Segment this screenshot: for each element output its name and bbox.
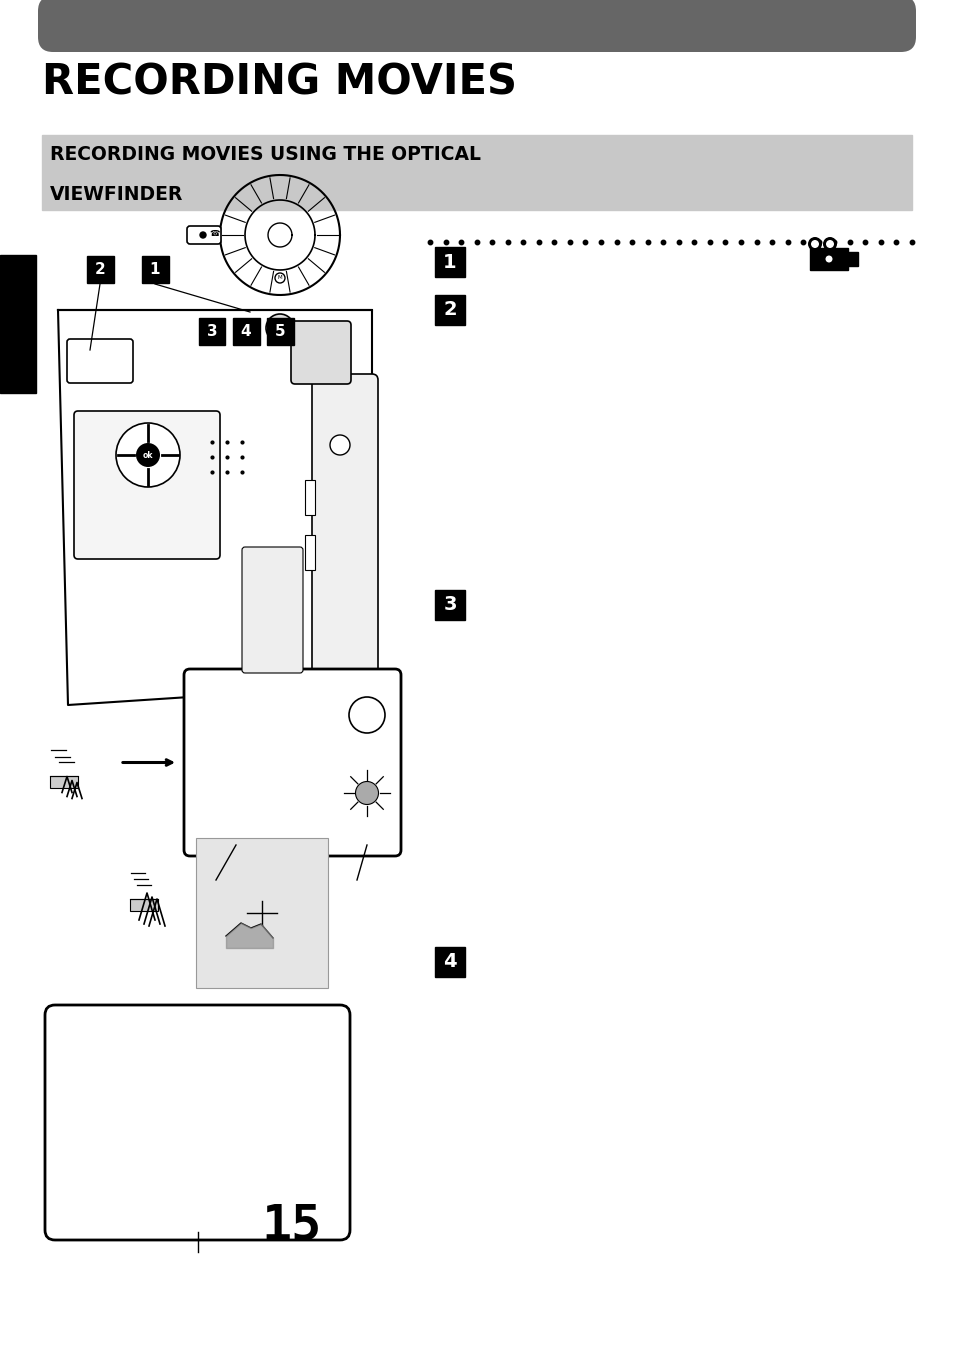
- FancyBboxPatch shape: [242, 546, 303, 673]
- Bar: [305, 481, 314, 516]
- Circle shape: [266, 314, 294, 342]
- Bar: [809, 248, 847, 271]
- Text: M: M: [277, 276, 282, 280]
- FancyBboxPatch shape: [184, 669, 400, 856]
- Circle shape: [330, 435, 350, 455]
- FancyBboxPatch shape: [74, 411, 220, 559]
- Text: 2: 2: [443, 300, 456, 319]
- Text: RECORDING MOVIES: RECORDING MOVIES: [42, 62, 517, 104]
- Circle shape: [355, 782, 378, 805]
- FancyBboxPatch shape: [45, 1005, 350, 1240]
- Text: 1: 1: [150, 262, 160, 277]
- Text: 3: 3: [443, 595, 456, 615]
- FancyBboxPatch shape: [291, 320, 351, 384]
- Circle shape: [821, 252, 835, 267]
- Bar: [435, 248, 464, 277]
- Bar: [42, 135, 911, 210]
- Circle shape: [822, 237, 836, 250]
- Circle shape: [824, 256, 832, 262]
- Circle shape: [807, 237, 821, 250]
- Bar: [130, 899, 158, 911]
- Text: 2: 2: [94, 262, 105, 277]
- Text: ok: ok: [143, 451, 153, 459]
- Bar: [87, 257, 113, 284]
- Text: 15: 15: [261, 1202, 322, 1250]
- Circle shape: [810, 240, 818, 248]
- Bar: [141, 257, 169, 284]
- Text: 5: 5: [274, 324, 285, 339]
- Text: VIEWFINDER: VIEWFINDER: [50, 184, 183, 205]
- Bar: [266, 319, 294, 346]
- Circle shape: [136, 443, 160, 467]
- Text: ☎: ☎: [210, 230, 220, 238]
- Circle shape: [274, 273, 285, 283]
- FancyBboxPatch shape: [312, 374, 377, 690]
- Bar: [233, 319, 259, 346]
- Circle shape: [349, 697, 385, 734]
- Text: 3: 3: [207, 324, 217, 339]
- Bar: [435, 590, 464, 621]
- Circle shape: [825, 240, 833, 248]
- Bar: [198, 319, 225, 346]
- Bar: [305, 534, 314, 569]
- FancyBboxPatch shape: [187, 226, 221, 244]
- Text: 4: 4: [240, 324, 251, 339]
- Bar: [195, 839, 328, 988]
- Bar: [50, 777, 78, 789]
- Text: 1: 1: [443, 253, 456, 272]
- Bar: [0, 254, 36, 393]
- Text: RECORDING MOVIES USING THE OPTICAL: RECORDING MOVIES USING THE OPTICAL: [50, 145, 480, 164]
- Bar: [435, 295, 464, 324]
- Circle shape: [116, 423, 180, 487]
- Bar: [435, 948, 464, 977]
- FancyBboxPatch shape: [38, 0, 915, 52]
- Circle shape: [200, 232, 206, 238]
- FancyBboxPatch shape: [67, 339, 132, 384]
- Text: 4: 4: [443, 953, 456, 972]
- Bar: [847, 252, 857, 267]
